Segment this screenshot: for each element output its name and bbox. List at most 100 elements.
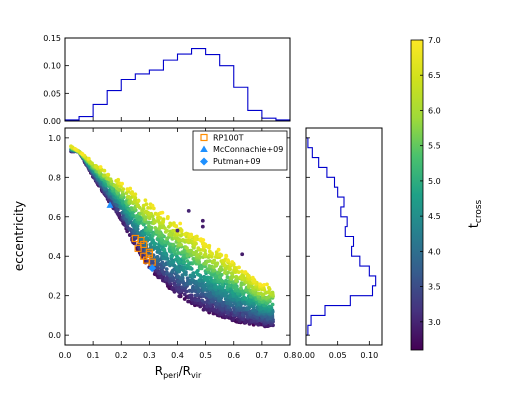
- simulated-point: [182, 292, 187, 297]
- simulated-point: [197, 273, 202, 277]
- simulated-point: [219, 253, 224, 258]
- simulated-point: [190, 289, 195, 294]
- simulated-point: [166, 215, 170, 219]
- simulated-point: [188, 265, 193, 270]
- simulated-point: [157, 231, 162, 235]
- simulated-point: [207, 259, 212, 263]
- simulated-point: [198, 251, 203, 256]
- simulated-point: [160, 265, 164, 270]
- simulated-point: [265, 282, 269, 287]
- x-tick-label: 0.1: [87, 351, 100, 360]
- simulated-point: [185, 246, 189, 251]
- simulated-point: [266, 290, 271, 295]
- simulated-point: [243, 296, 248, 301]
- legend: RP100T McConnachie+09 Putman+09: [192, 130, 288, 171]
- simulated-point: [193, 237, 198, 242]
- simulated-point: [160, 233, 165, 238]
- simulated-point: [203, 287, 208, 291]
- x-axis-label-main: R: [155, 364, 163, 378]
- simulated-point: [206, 270, 211, 275]
- simulated-point: [184, 272, 188, 277]
- simulated-point: [230, 260, 235, 264]
- simulated-point: [130, 191, 135, 196]
- simulated-point: [171, 276, 176, 281]
- simulated-point: [207, 243, 212, 248]
- simulated-point: [189, 293, 194, 298]
- colorbar-tick-label: 6.0: [428, 106, 441, 115]
- simulated-point: [240, 269, 244, 274]
- simulated-point: [196, 246, 201, 251]
- simulated-point: [155, 266, 160, 271]
- main-scatter-panel: 0.0 0.1 0.2 0.3 0.4 0.5 0.6 0.7 0.8 0.0 0.2 0.4 0.6…: [12, 127, 296, 380]
- simulated-point: [149, 225, 154, 230]
- simulated-point: [86, 156, 91, 161]
- simulated-point: [185, 259, 190, 263]
- simulated-point: [194, 270, 199, 274]
- simulated-point: [117, 181, 122, 186]
- colorbar-label-main: t: [467, 223, 482, 228]
- simulated-point: [234, 274, 239, 279]
- simulated-point: [156, 234, 161, 238]
- colorbar-tick-label: 4.5: [428, 212, 441, 221]
- simulated-point: [155, 246, 160, 251]
- simulated-point: [170, 254, 174, 259]
- simulated-point: [80, 152, 85, 157]
- simulated-point: [128, 186, 133, 191]
- simulated-point: [248, 294, 253, 299]
- simulated-point: [256, 294, 261, 299]
- legend-marker-putman: [200, 157, 208, 166]
- simulated-point: [181, 238, 185, 242]
- simulated-point: [230, 271, 235, 276]
- simulated-point: [171, 242, 176, 247]
- simulated-point-cloud: [69, 144, 275, 329]
- simulated-point: [246, 274, 251, 279]
- x-tick-label: 0.7: [256, 351, 269, 360]
- simulated-point: [173, 283, 177, 287]
- top-histogram-marks: [64, 47, 291, 121]
- simulated-point: [165, 270, 169, 275]
- simulated-point: [191, 271, 196, 276]
- simulated-point: [216, 247, 221, 252]
- simulated-point: [254, 311, 259, 316]
- simulated-point: [73, 147, 77, 151]
- simulated-point: [262, 283, 266, 287]
- simulated-point: [164, 253, 169, 257]
- top-histogram-panel: 0.00 0.05 0.10 0.15: [43, 34, 291, 126]
- simulated-point: [128, 195, 133, 200]
- x-tick-label: 0.5: [199, 351, 212, 360]
- simulated-point: [192, 243, 197, 248]
- simulated-point: [167, 242, 172, 247]
- simulated-point: [157, 262, 162, 267]
- simulated-point: [225, 275, 230, 280]
- x-tick-label: 0.3: [143, 351, 156, 360]
- simulated-point: [193, 288, 197, 293]
- simulated-point: [194, 279, 198, 284]
- colorbar-label: tcross: [467, 199, 484, 228]
- simulated-point: [182, 260, 187, 265]
- simulated-point: [127, 220, 132, 225]
- colorbar-label-sub: cross: [474, 199, 484, 223]
- simulated-point: [162, 272, 166, 276]
- simulated-point: [171, 260, 176, 264]
- x-tick-label: 0.4: [171, 351, 184, 360]
- simulated-point: [224, 254, 229, 259]
- simulated-point: [132, 199, 137, 204]
- simulated-point: [208, 276, 212, 280]
- simulated-point: [215, 261, 220, 266]
- right-x-tick-label: 0.05: [329, 351, 347, 360]
- simulated-point: [141, 206, 146, 211]
- top-y-tick-label: 0.00: [43, 117, 61, 126]
- colorbar-tick-label: 6.5: [428, 71, 441, 80]
- top-y-tick-label: 0.05: [43, 89, 61, 98]
- simulated-point: [188, 281, 193, 286]
- top-histogram-step: [64, 47, 291, 121]
- observed-point-rp100t: [134, 244, 142, 252]
- y-tick-label: 0.4: [48, 252, 61, 261]
- simulated-point: [215, 302, 220, 306]
- simulated-point: [208, 304, 213, 308]
- simulated-point: [188, 273, 193, 278]
- simulated-point: [136, 199, 141, 203]
- y-axis-label: eccentricity: [12, 201, 26, 271]
- simulated-point: [177, 238, 181, 243]
